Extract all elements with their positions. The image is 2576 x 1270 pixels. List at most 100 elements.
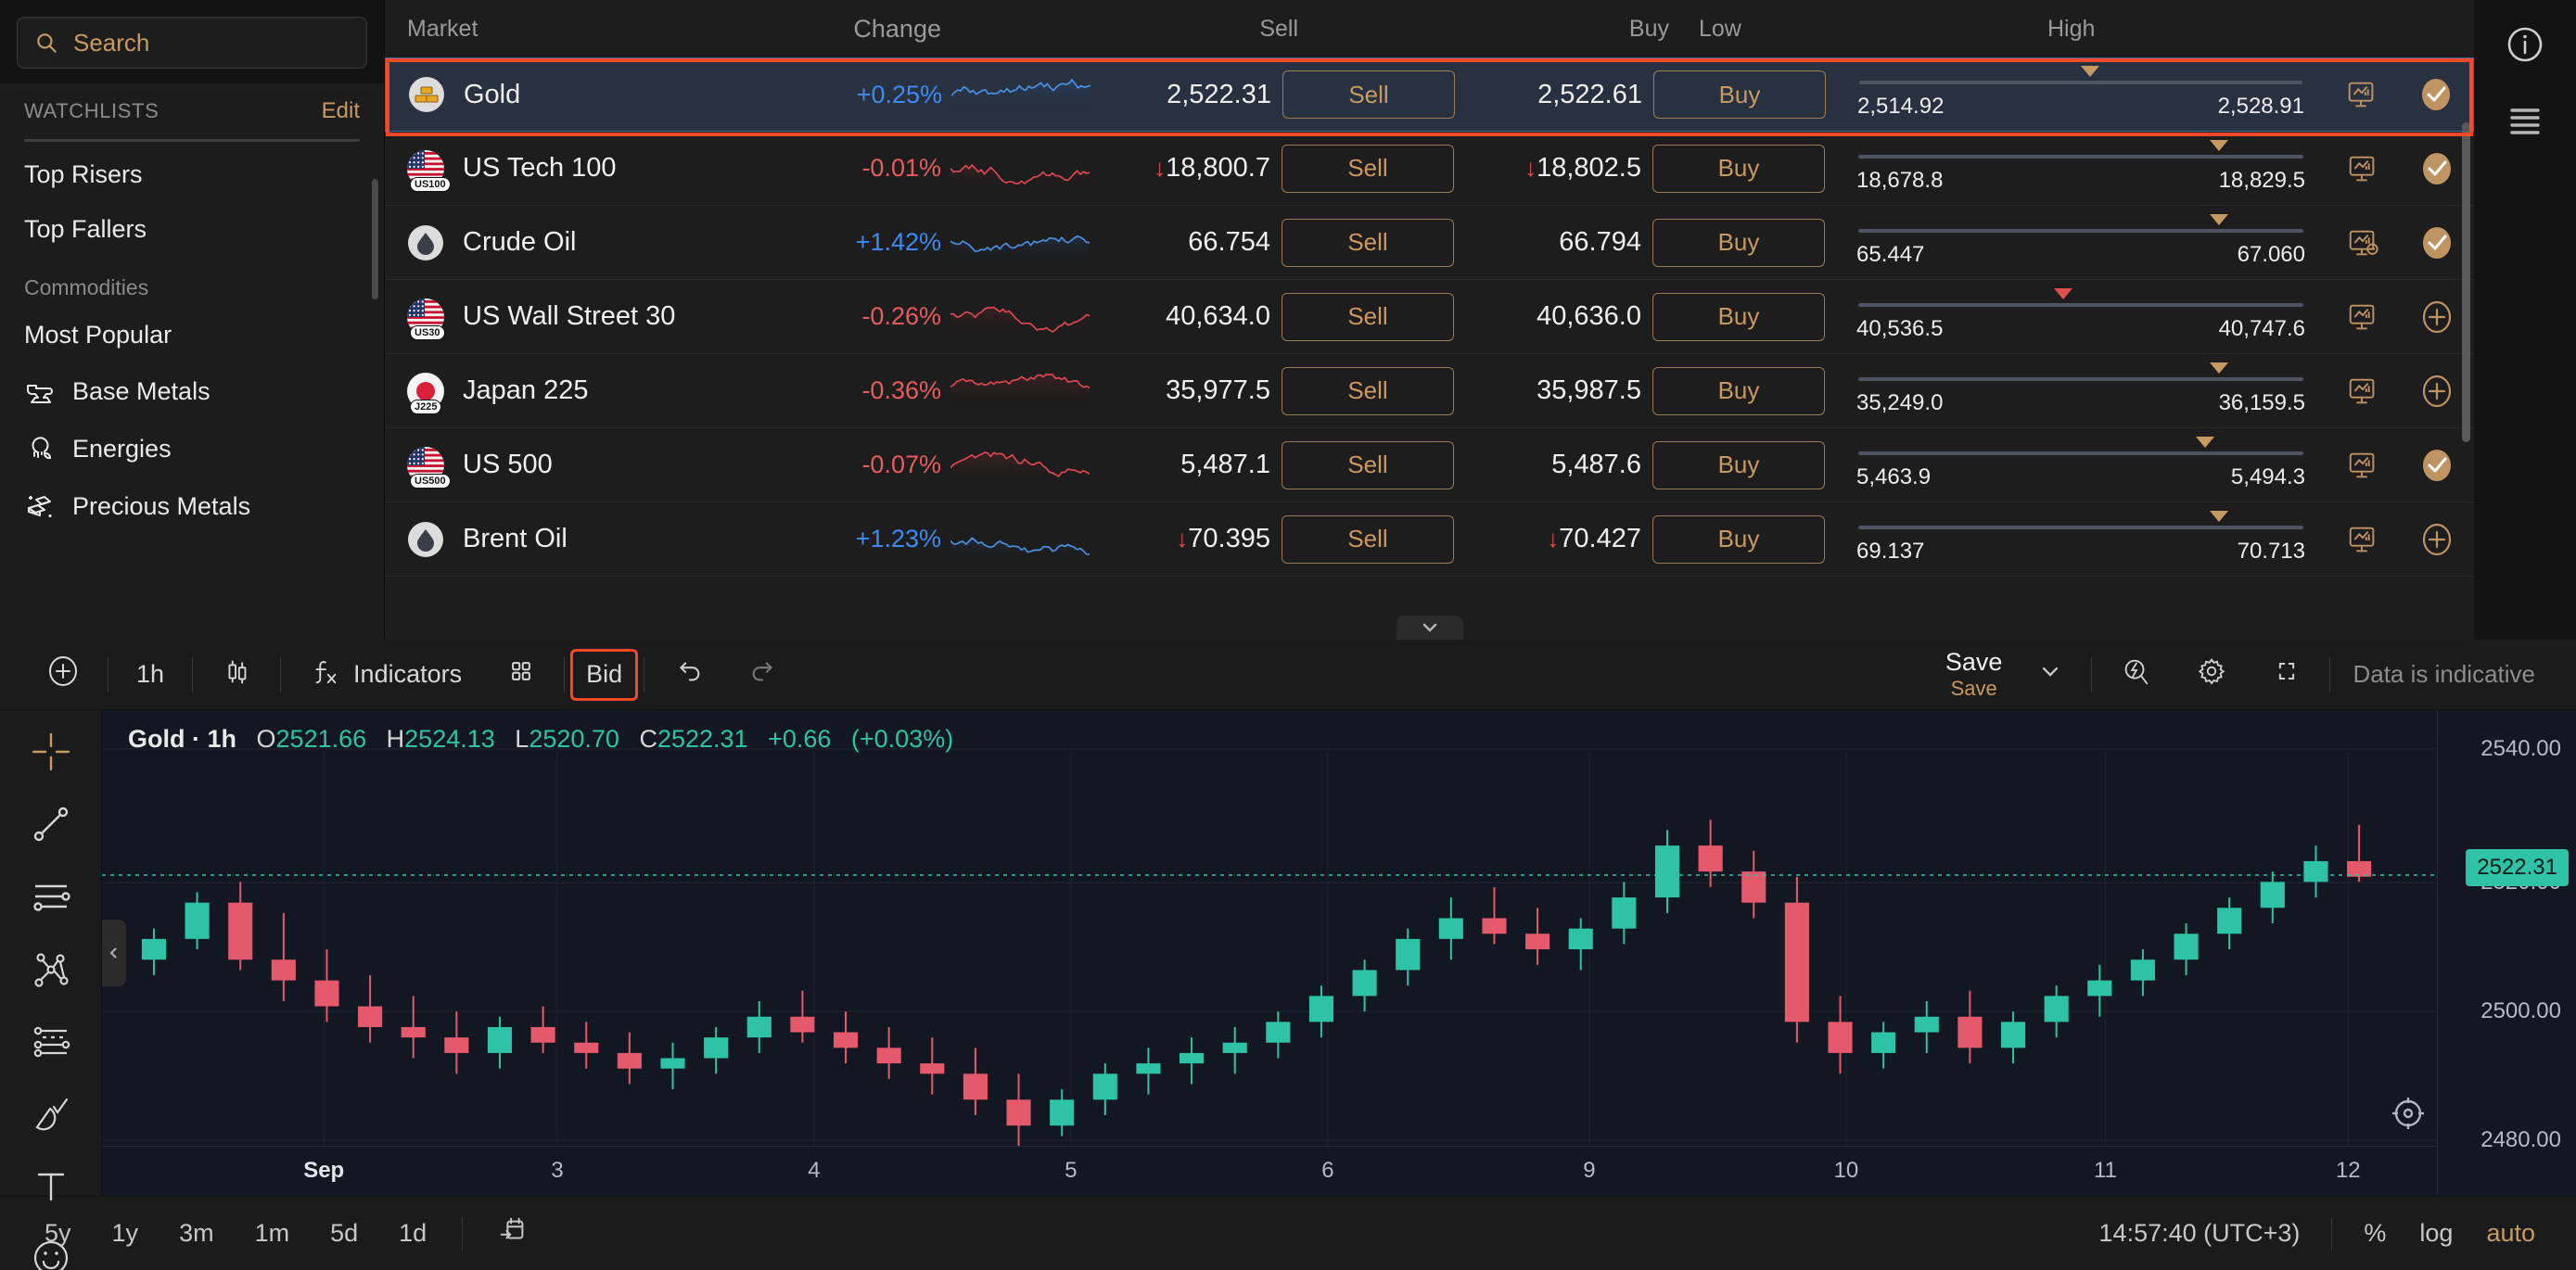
sell-button[interactable]: Sell <box>1282 292 1454 341</box>
redo-button[interactable] <box>726 649 802 701</box>
info-circle-icon[interactable] <box>2503 22 2547 67</box>
chart-panel-collapse[interactable] <box>102 920 126 986</box>
buy-button[interactable]: Buy <box>1652 366 1825 415</box>
monitor-chart-icon[interactable] <box>2345 299 2380 335</box>
redo-icon <box>748 655 780 693</box>
time-axis[interactable]: Sep 3 4 5 6 9 10 11 12 <box>102 1146 2437 1196</box>
table-row[interactable]: US100 US Tech 100 -0.01% ↓18,800.7 Sell ↓18,8… <box>385 132 2474 206</box>
buy-button[interactable]: Buy <box>1652 292 1825 341</box>
sidebar-item-precious-metals[interactable]: Precious Metals <box>0 477 384 535</box>
undo-button[interactable] <box>650 649 726 701</box>
table-row[interactable]: US30 US Wall Street 30 -0.26% 40,634.0 Sell 4… <box>385 280 2474 354</box>
chart-type-button[interactable] <box>198 649 274 701</box>
search-box[interactable] <box>17 17 367 69</box>
range-button-1m[interactable]: 1m <box>254 1219 290 1247</box>
sidebar-item-base-metals[interactable]: Base Metals <box>0 362 384 420</box>
sidebar-item-top-fallers[interactable]: Top Fallers <box>0 202 384 257</box>
layout-button[interactable] <box>484 649 558 701</box>
range-button-1y[interactable]: 1y <box>111 1219 139 1247</box>
emoji-icon[interactable] <box>26 1233 76 1270</box>
calendar-goto-icon[interactable] <box>478 1208 548 1259</box>
alerts-button[interactable] <box>2098 649 2174 701</box>
add-indicator-button[interactable] <box>24 649 102 701</box>
watchlist-add-icon[interactable] <box>2418 519 2455 560</box>
buy-button[interactable]: Buy <box>1652 218 1825 267</box>
range-button-3m[interactable]: 3m <box>179 1219 214 1247</box>
day-range: 2,514.92 2,528.91 <box>1837 66 2325 120</box>
sidebar-item-energies[interactable]: Energies <box>0 420 384 477</box>
watchlist-added-icon[interactable] <box>2418 148 2455 189</box>
menu-lines-icon[interactable] <box>2503 98 2547 143</box>
sidebar-item-label: Energies <box>72 434 172 463</box>
search-icon <box>34 31 58 55</box>
sell-button[interactable]: Sell <box>1282 70 1455 119</box>
market-cell: Brent Oil <box>385 521 774 558</box>
time-tick-label: 9 <box>1583 1158 1596 1183</box>
table-row[interactable]: Crude Oil +1.42% 66.754 Sell 66.794 Buy 65.447… <box>385 206 2474 280</box>
market-scrollbar[interactable] <box>2462 122 2470 442</box>
sell-button[interactable]: Sell <box>1282 218 1454 267</box>
brush-icon[interactable] <box>26 1088 76 1138</box>
monitor-chart-icon[interactable] <box>2344 77 2379 112</box>
watchlist-added-icon[interactable] <box>2417 74 2455 115</box>
sell-button[interactable]: Sell <box>1282 514 1454 564</box>
table-row[interactable]: US500 US 500 -0.07% 5,487.1 Sell 5,487.6 Buy 5,… <box>385 428 2474 502</box>
monitor-chart-icon[interactable] <box>2345 448 2380 483</box>
settings-button[interactable] <box>2174 649 2250 701</box>
sell-price: 2,522.31 <box>1167 79 1271 109</box>
buy-button[interactable]: Buy <box>1652 440 1825 489</box>
timeframe-selector[interactable]: 1h <box>114 649 186 701</box>
scale-option-log[interactable]: log <box>2419 1219 2454 1247</box>
monitor-chart-minus-icon[interactable] <box>2345 225 2380 260</box>
high-value: 5,494.3 <box>2230 464 2305 489</box>
reset-view-target-icon[interactable] <box>2387 1092 2429 1135</box>
watchlist-added-icon[interactable] <box>2418 445 2455 486</box>
fib-retracement-icon[interactable] <box>26 1016 76 1066</box>
fullscreen-button[interactable] <box>2250 649 2324 701</box>
crosshair-icon[interactable] <box>26 727 76 777</box>
buy-button[interactable]: Buy <box>1652 144 1825 193</box>
pitchfork-icon[interactable] <box>26 944 76 994</box>
buy-price: 35,987.5 <box>1537 375 1641 405</box>
save-dropdown-button[interactable] <box>2015 649 2085 701</box>
chart-clock: 14:57:40 (UTC+3) <box>2098 1219 2301 1247</box>
monitor-chart-icon[interactable] <box>2345 522 2380 557</box>
chart-change-abs: +0.66 <box>768 725 832 753</box>
save-button[interactable]: Save Save <box>1932 648 2016 700</box>
row-actions <box>2326 519 2474 560</box>
price-chart[interactable]: Gold · 1h O2521.66 H2524.13 L2520.70 C25… <box>102 710 2576 1196</box>
search-input[interactable] <box>73 28 350 57</box>
day-range: 69.137 70.713 <box>1836 510 2326 565</box>
watchlist-add-icon[interactable] <box>2418 297 2455 337</box>
range-track <box>1859 66 2302 84</box>
column-header-sell: Sell <box>1259 15 1298 42</box>
watchlist-added-icon[interactable] <box>2418 222 2455 263</box>
trend-line-icon[interactable] <box>26 799 76 849</box>
monitor-chart-icon[interactable] <box>2345 374 2380 409</box>
sidebar-scrollbar[interactable] <box>372 179 378 299</box>
scale-option-%[interactable]: % <box>2364 1219 2387 1247</box>
sidebar-item-most-popular[interactable]: Most Popular <box>0 308 384 362</box>
text-icon[interactable] <box>26 1161 76 1211</box>
range-button-1d[interactable]: 1d <box>399 1219 427 1247</box>
sell-button[interactable]: Sell <box>1282 144 1454 193</box>
scale-option-auto[interactable]: auto <box>2486 1219 2535 1247</box>
sidebar-item-top-risers[interactable]: Top Risers <box>0 147 384 202</box>
horizontal-lines-icon[interactable] <box>26 871 76 921</box>
table-row[interactable]: Brent Oil +1.23% ↓70.395 Sell ↓70.427 Buy 69.1… <box>385 502 2474 577</box>
watchlists-edit-button[interactable]: Edit <box>321 98 360 123</box>
price-type-button[interactable]: Bid <box>570 648 639 701</box>
table-row[interactable]: J225 Japan 225 -0.36% 35,977.5 Sell 35,987.5 B… <box>385 354 2474 428</box>
monitor-chart-icon[interactable] <box>2345 151 2380 186</box>
sell-button[interactable]: Sell <box>1282 366 1454 415</box>
range-button-5d[interactable]: 5d <box>330 1219 359 1247</box>
buy-button[interactable]: Buy <box>1653 70 1826 119</box>
table-row[interactable]: Gold +0.25% 2,522.31 Sell 2,522.61 Buy 2,514.9… <box>385 57 2474 136</box>
panel-collapse-handle[interactable] <box>1396 616 1463 640</box>
indicators-button[interactable]: Indicators <box>287 649 484 701</box>
sell-price: 5,487.1 <box>1180 450 1270 479</box>
sell-button[interactable]: Sell <box>1282 440 1454 489</box>
buy-button[interactable]: Buy <box>1652 514 1825 564</box>
watchlist-add-icon[interactable] <box>2418 371 2455 412</box>
